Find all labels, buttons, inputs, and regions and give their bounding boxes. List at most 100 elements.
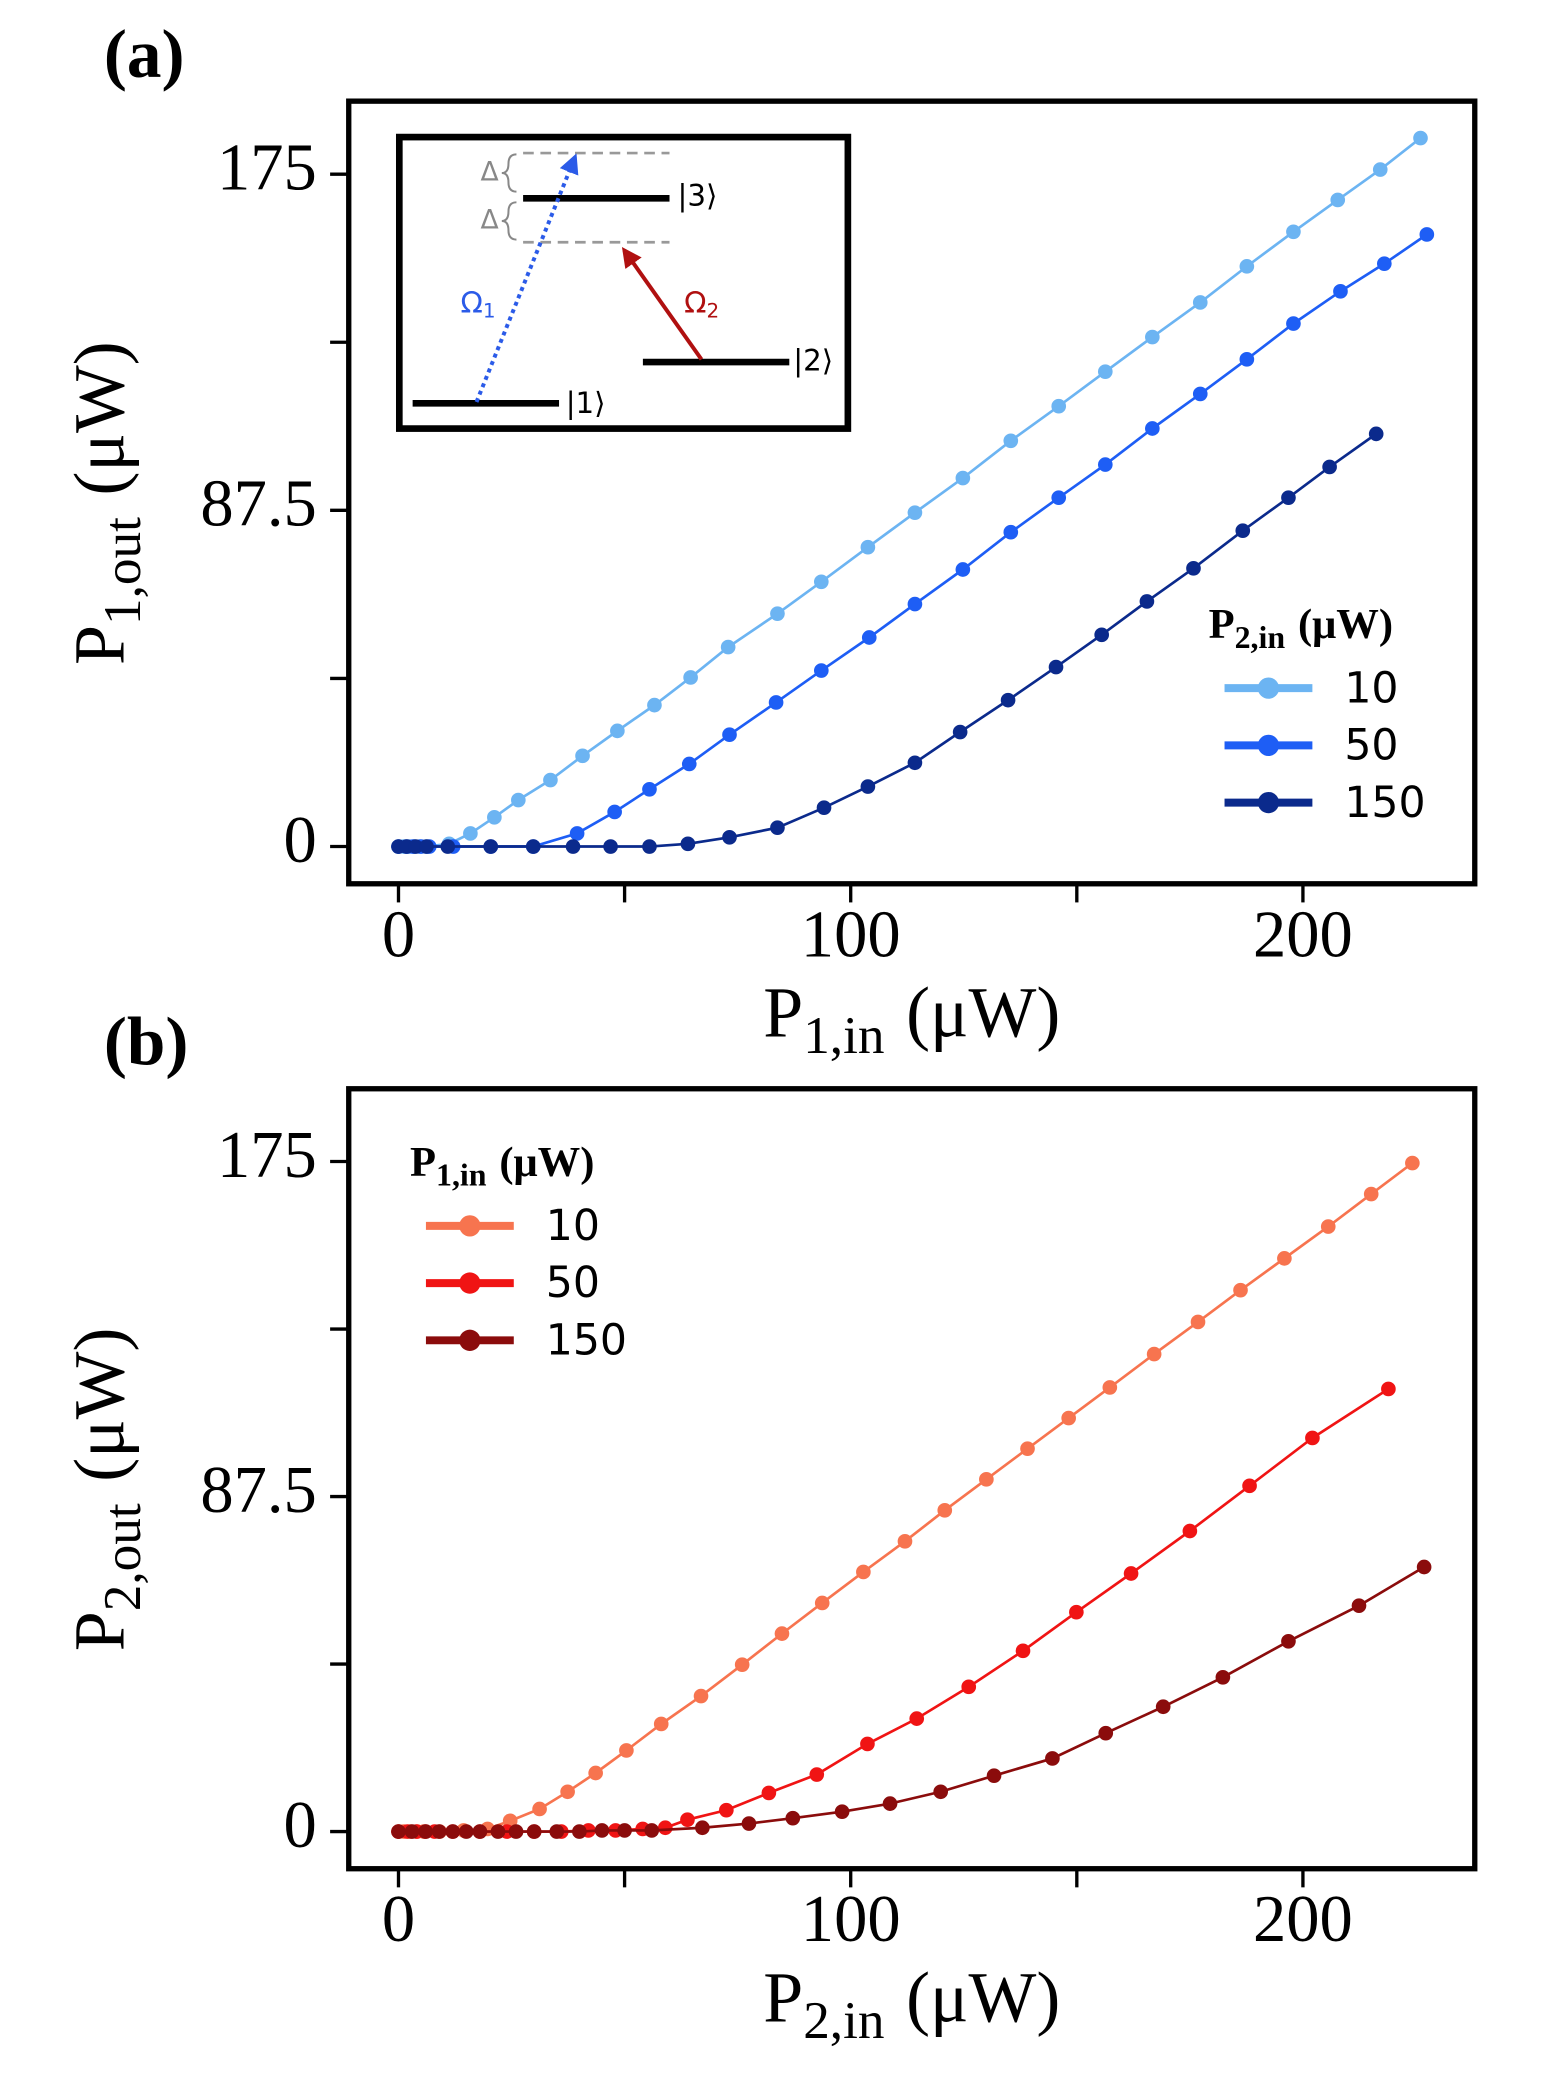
legend-label: 10 <box>546 1201 600 1251</box>
x-axis-label-main: P <box>763 1957 803 2037</box>
data-point <box>603 839 618 854</box>
data-point <box>575 748 590 764</box>
inset-frame <box>395 133 852 432</box>
x-tick-label: 200 <box>1253 898 1353 971</box>
data-point <box>526 1824 542 1839</box>
x-axis-label: P2,in (μW) <box>763 1957 1060 2050</box>
data-point <box>813 574 829 590</box>
coupling-symbol: Ω <box>461 285 483 319</box>
data-point <box>644 1823 660 1838</box>
data-point <box>647 697 662 713</box>
y-tick-label: 0 <box>284 1789 317 1862</box>
legend-title-sub: 2,in <box>1235 620 1286 655</box>
data-point <box>569 826 585 841</box>
data-point <box>722 829 737 845</box>
data-point <box>907 505 923 520</box>
coupling-symbol: Ω <box>684 285 706 319</box>
series-line <box>398 1565 1425 1833</box>
panel-label: (b) <box>104 1003 189 1080</box>
legend-marker <box>1257 677 1280 699</box>
y-axis-label-main: P <box>59 1611 139 1651</box>
data-point <box>1233 1282 1248 1298</box>
data-point <box>1286 224 1301 240</box>
x-axis-label-main: P <box>763 972 803 1052</box>
data-point <box>680 1812 695 1828</box>
detuning-label: Δ <box>481 157 499 188</box>
data-point <box>734 1657 750 1672</box>
y-tick-label: 87.5 <box>200 1454 316 1527</box>
coupling-sub: 1 <box>483 298 496 322</box>
data-point <box>525 839 541 854</box>
legend-title: P2,in (μW) <box>1209 601 1393 655</box>
data-point <box>907 755 923 771</box>
data-point <box>1368 426 1384 442</box>
data-point <box>610 723 625 739</box>
data-point <box>1322 459 1337 475</box>
data-point <box>1097 364 1113 379</box>
data-point <box>741 1816 757 1831</box>
legend-title-sub: 1,in <box>436 1158 487 1193</box>
y-axis-label-sub: 1,out <box>93 517 152 625</box>
data-point <box>1192 386 1208 402</box>
legend-title-main: P <box>410 1139 436 1186</box>
data-point <box>404 1824 420 1839</box>
coupling-label: Ω1 <box>461 285 496 322</box>
data-point <box>1281 490 1296 505</box>
data-point <box>722 727 737 743</box>
data-point <box>1235 523 1251 539</box>
data-point <box>1286 316 1301 331</box>
legend-title-unit: (μW) <box>1298 601 1393 648</box>
x-tick-label: 100 <box>801 898 901 971</box>
data-point <box>1146 1346 1162 1362</box>
detuning-label: Δ <box>481 204 499 235</box>
x-axis-label-sub: 2,in <box>803 1991 884 2050</box>
x-axis-label-unit: (μW) <box>906 1957 1060 2037</box>
data-point <box>642 839 657 854</box>
data-point <box>933 1784 949 1800</box>
data-point <box>1413 130 1428 146</box>
data-point <box>695 1820 710 1836</box>
x-tick-label: 100 <box>801 1883 901 1956</box>
data-point <box>909 1711 925 1726</box>
data-point <box>816 800 832 816</box>
data-point <box>860 539 876 555</box>
data-point <box>1351 1598 1367 1613</box>
data-point <box>1051 490 1067 505</box>
data-point <box>1281 1633 1296 1649</box>
data-point <box>440 839 456 854</box>
data-point <box>560 1784 575 1800</box>
data-point <box>1015 1643 1031 1659</box>
data-point <box>720 639 736 655</box>
data-point <box>882 1796 898 1811</box>
data-point <box>532 1801 547 1817</box>
data-point <box>1045 1751 1060 1766</box>
data-point <box>408 839 423 854</box>
data-point <box>1102 1380 1118 1395</box>
y-axis-label: P2,out (μW) <box>59 1328 152 1652</box>
data-point <box>1372 162 1388 177</box>
data-point <box>683 670 698 685</box>
data-point <box>1051 398 1067 414</box>
x-axis-label-unit: (μW) <box>906 972 1060 1052</box>
series-line <box>398 1387 1390 1833</box>
data-point <box>1239 352 1255 367</box>
data-point <box>768 695 784 710</box>
data-point <box>653 1716 669 1732</box>
data-point <box>860 1736 875 1752</box>
data-point <box>1330 192 1346 208</box>
data-point <box>1333 284 1348 299</box>
state-label: |3⟩ <box>677 178 717 213</box>
data-point <box>1139 594 1155 609</box>
data-point <box>487 809 502 825</box>
x-axis-label: P1,in (μW) <box>763 972 1060 1065</box>
data-point <box>619 1743 634 1758</box>
data-point <box>1186 561 1201 576</box>
data-point <box>955 470 971 486</box>
data-point <box>770 820 785 836</box>
y-tick-label: 175 <box>217 1119 317 1192</box>
data-point <box>657 1820 673 1836</box>
legend-title-main: P <box>1209 601 1235 648</box>
y-axis-label-unit: (μW) <box>59 341 139 495</box>
y-axis-label-unit: (μW) <box>59 1328 139 1482</box>
